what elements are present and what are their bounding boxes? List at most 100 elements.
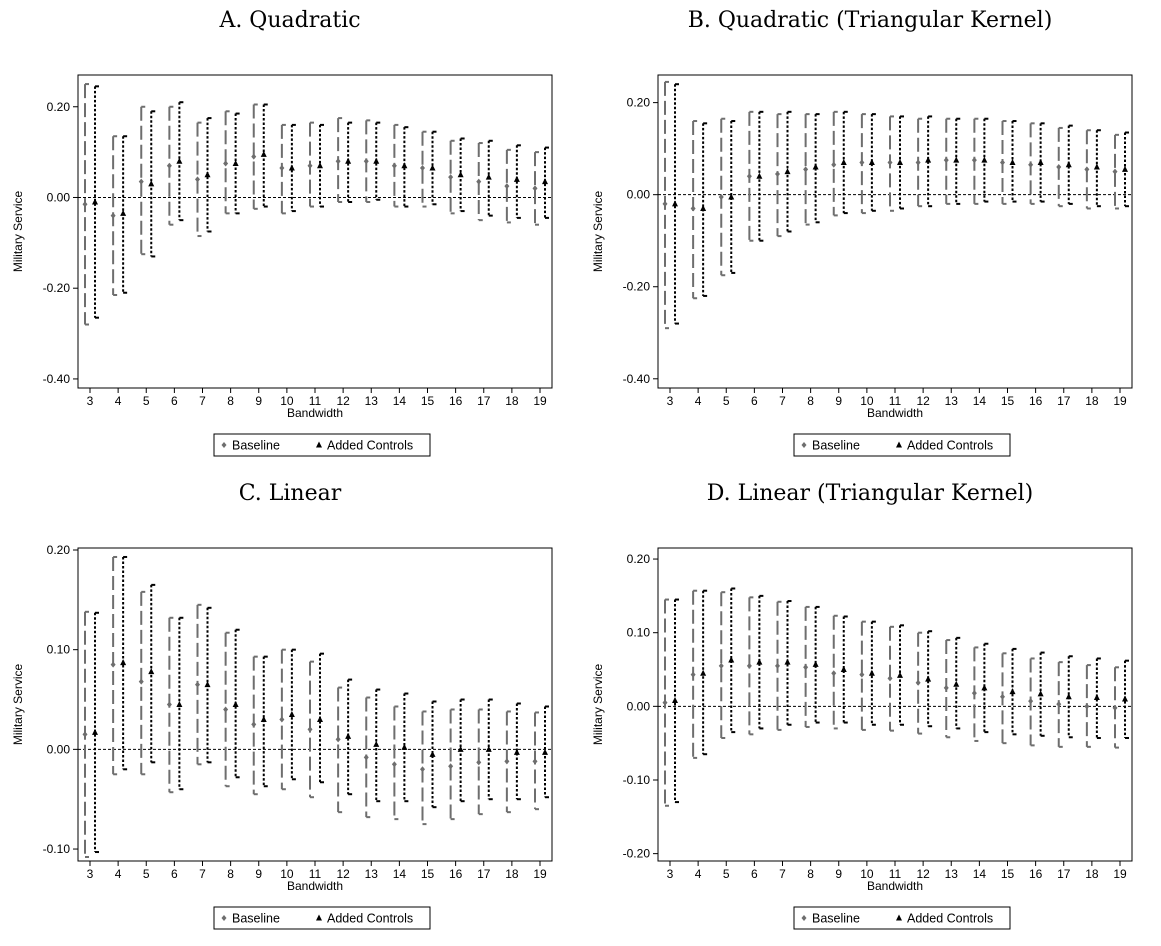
- x-tick-label: 13: [945, 867, 959, 881]
- point-estimate: [718, 193, 724, 200]
- point-estimate: [981, 684, 988, 691]
- point-estimate: [1065, 161, 1072, 168]
- y-tick-label: 0.20: [627, 552, 651, 566]
- x-tick-label: 18: [505, 394, 519, 408]
- panel-a: A. Quadratic -0.40 -0.20 0.00 0.20 3 4 5 6 7 8 9 10…: [0, 0, 580, 473]
- point-estimate: [1009, 158, 1016, 165]
- point-estimate: [746, 662, 752, 669]
- x-tick-label: 7: [199, 867, 206, 881]
- point-estimate: [148, 180, 155, 187]
- point-estimate: [868, 158, 875, 165]
- x-tick-label: 12: [916, 394, 930, 408]
- point-estimate: [1065, 693, 1072, 700]
- x-tick-label: 15: [421, 867, 435, 881]
- point-estimate: [532, 758, 538, 765]
- plot-frame: [657, 74, 1133, 389]
- point-estimate: [775, 170, 780, 177]
- chart-a: -0.40 -0.20 0.00 0.20 3 4 5 6 7 8 9 10 11 12 13 14 15 16 1…: [11, 74, 553, 457]
- point-estimate: [672, 200, 678, 207]
- panel-title: A. Quadratic: [219, 8, 361, 33]
- point-estimate: [288, 164, 295, 171]
- point-estimate: [1093, 163, 1100, 170]
- point-estimate: [728, 656, 735, 663]
- point-estimate: [840, 158, 847, 165]
- point-estimate: [92, 728, 98, 735]
- legend-baseline-marker: [221, 915, 227, 921]
- point-estimate: [391, 162, 397, 169]
- point-estimate: [690, 205, 696, 212]
- x-tick-label: 12: [336, 394, 350, 408]
- panel-d: D. Linear (Triangular Kernel) -0.20 -0.10…: [580, 473, 1160, 946]
- point-estimate: [1000, 159, 1005, 166]
- point-estimate: [279, 716, 285, 723]
- y-tick-label: -0.40: [43, 372, 71, 386]
- point-estimate: [485, 173, 492, 180]
- y-tick-label: 0.00: [47, 190, 71, 204]
- point-estimate: [335, 158, 341, 165]
- point-estimate: [82, 201, 88, 208]
- point-estimate: [1028, 161, 1034, 168]
- point-estimate: [176, 157, 183, 164]
- x-tick-label: 8: [227, 867, 234, 881]
- point-estimate: [915, 679, 921, 686]
- y-tick-label: -0.20: [43, 281, 71, 295]
- point-estimate: [859, 671, 865, 678]
- point-estimate: [260, 150, 267, 157]
- legend-baseline-label: Baseline: [232, 912, 280, 926]
- point-estimate: [831, 670, 837, 677]
- x-tick-label: 6: [751, 394, 758, 408]
- point-estimate: [476, 178, 482, 185]
- legend-box: [793, 433, 1011, 457]
- series-added-controls: [672, 587, 1129, 804]
- x-tick-label: 11: [889, 867, 902, 881]
- legend-baseline-label: Baseline: [232, 439, 280, 453]
- point-estimate: [251, 721, 257, 728]
- y-tick-label: 0.20: [627, 96, 651, 110]
- point-estimate: [728, 193, 735, 200]
- y-tick-label: -0.20: [623, 847, 651, 861]
- x-tick-label: 10: [860, 867, 874, 881]
- y-tick-label: 0.00: [47, 742, 71, 756]
- point-estimate: [138, 178, 144, 185]
- legend-added-controls-label: Added Controls: [327, 439, 413, 453]
- x-tick-label: 3: [667, 867, 674, 881]
- point-estimate: [429, 164, 436, 171]
- point-estimate: [700, 669, 707, 676]
- point-estimate: [812, 660, 819, 667]
- point-estimate: [110, 661, 116, 668]
- x-tick-label: 4: [695, 867, 702, 881]
- point-estimate: [868, 669, 875, 676]
- legend-added-controls-label: Added Controls: [327, 912, 413, 926]
- point-estimate: [746, 173, 752, 180]
- y-tick-label: 0.10: [627, 626, 651, 640]
- point-estimate: [195, 681, 200, 688]
- point-estimate: [363, 754, 369, 761]
- point-estimate: [662, 699, 668, 706]
- x-tick-label: 11: [309, 394, 322, 408]
- point-estimate: [317, 162, 323, 169]
- point-estimate: [897, 158, 903, 165]
- point-estimate: [803, 166, 809, 173]
- point-estimate: [195, 176, 200, 183]
- y-axis-label: Military Service: [11, 191, 25, 273]
- legend-added-controls-marker: [896, 441, 902, 448]
- point-estimate: [120, 659, 127, 666]
- point-estimate: [1028, 698, 1034, 705]
- point-estimate: [204, 681, 211, 688]
- legend-added-controls-label: Added Controls: [907, 912, 993, 926]
- x-tick-label: 17: [1057, 394, 1071, 408]
- point-estimate: [1122, 695, 1128, 702]
- point-estimate: [232, 159, 239, 166]
- point-estimate: [859, 159, 865, 166]
- x-axis-label: Bandwidth: [287, 406, 343, 420]
- point-estimate: [775, 662, 780, 669]
- x-tick-label: 5: [723, 394, 730, 408]
- panel-b: B. Quadratic (Triangular Kernel) -0.40 -0…: [580, 0, 1160, 473]
- x-tick-label: 9: [255, 867, 262, 881]
- y-axis-label: Military Service: [591, 191, 605, 273]
- y-tick-label: 0.20: [47, 100, 71, 114]
- point-estimate: [971, 690, 977, 697]
- legend-added-controls-label: Added Controls: [907, 439, 993, 453]
- panel-title: D. Linear (Triangular Kernel): [706, 481, 1034, 506]
- point-estimate: [1000, 693, 1005, 700]
